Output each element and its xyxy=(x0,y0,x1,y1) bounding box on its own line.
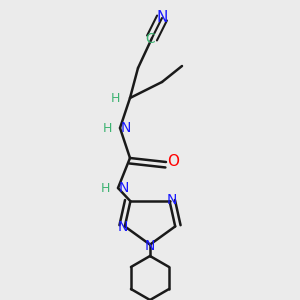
Text: H: H xyxy=(100,182,110,194)
Text: N: N xyxy=(145,238,155,253)
Text: O: O xyxy=(167,154,179,169)
Text: N: N xyxy=(167,193,177,207)
Text: N: N xyxy=(121,121,131,135)
Text: H: H xyxy=(111,92,120,104)
Text: N: N xyxy=(119,181,129,195)
Text: N: N xyxy=(156,11,168,26)
Text: N: N xyxy=(118,220,128,234)
Text: C: C xyxy=(145,32,155,46)
Text: H: H xyxy=(103,122,112,134)
